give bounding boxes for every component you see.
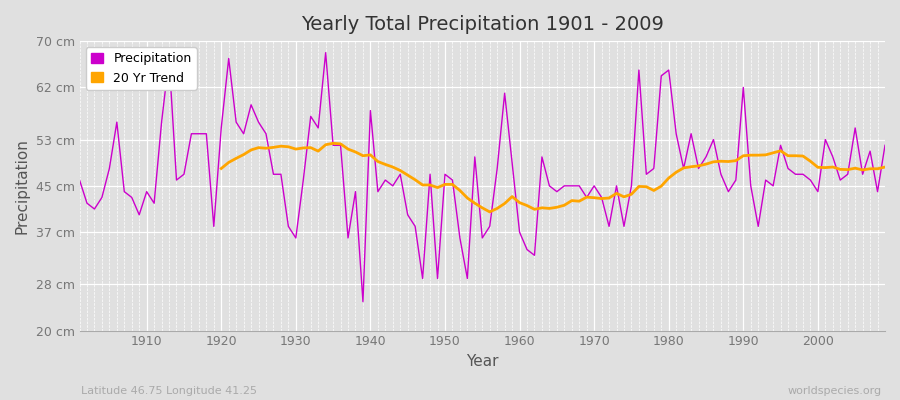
Y-axis label: Precipitation: Precipitation [15, 138, 30, 234]
Text: worldspecies.org: worldspecies.org [788, 386, 882, 396]
Title: Yearly Total Precipitation 1901 - 2009: Yearly Total Precipitation 1901 - 2009 [301, 15, 663, 34]
X-axis label: Year: Year [466, 354, 499, 369]
Text: Latitude 46.75 Longitude 41.25: Latitude 46.75 Longitude 41.25 [81, 386, 257, 396]
Legend: Precipitation, 20 Yr Trend: Precipitation, 20 Yr Trend [86, 47, 196, 90]
